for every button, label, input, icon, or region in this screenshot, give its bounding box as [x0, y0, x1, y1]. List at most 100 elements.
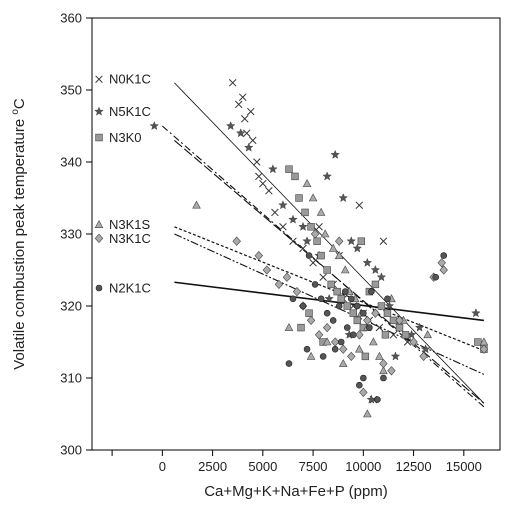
data-point-n5k1c [376, 272, 387, 282]
data-point-n3k1s [302, 178, 312, 187]
data-point-n2k1c [360, 309, 367, 317]
y-tick-label: 350 [60, 83, 82, 98]
data-point-n2k1c [384, 295, 391, 303]
data-point-n5k1c [471, 308, 481, 318]
data-point-n5k1c [338, 193, 348, 203]
data-point-n2k1c [285, 360, 293, 367]
data-point-n3k1s [355, 344, 364, 353]
marker-stroke [379, 237, 388, 245]
marker-stroke [240, 115, 249, 123]
data-point-n3k1c [262, 265, 272, 275]
data-point-n5k1c [324, 293, 334, 303]
data-point-n5k1c [330, 149, 340, 159]
data-point-n3k0 [313, 237, 321, 245]
marker-stroke [95, 75, 103, 83]
data-point-n3k0 [337, 295, 345, 303]
marker-stroke [375, 323, 384, 332]
data-point-n5k1c [236, 128, 246, 138]
y-tick-label: 300 [60, 443, 82, 458]
data-point-n2k1c [305, 252, 313, 259]
legend-marker-n0k1c [95, 75, 103, 83]
data-point-n2k1c [323, 309, 331, 317]
data-point-n2k1c [366, 324, 373, 331]
data-points [149, 79, 489, 418]
data-point-n0k1c [259, 179, 267, 188]
x-tick-label: 15000 [446, 459, 482, 474]
data-point-n3k0 [301, 208, 309, 217]
data-point-n0k1c [234, 100, 243, 109]
marker-stroke [228, 79, 237, 87]
marker-stroke [253, 158, 261, 166]
data-point-n0k1c [255, 172, 263, 181]
data-point-n3k1c [363, 315, 372, 326]
data-point-n3k0 [381, 331, 390, 339]
data-point-n3k1s [423, 330, 432, 339]
marker-stroke [309, 259, 317, 267]
marker-stroke [389, 331, 398, 339]
marker-stroke [255, 172, 263, 181]
data-point-n3k0 [353, 316, 362, 325]
marker-stroke [234, 100, 243, 109]
data-point-n2k1c [440, 252, 448, 259]
data-point-n5k1c [352, 243, 363, 253]
y-tick-label: 340 [60, 155, 82, 170]
data-point-n3k1c [330, 337, 340, 347]
data-point-n3k0 [357, 237, 366, 245]
marker-stroke [265, 187, 273, 195]
data-point-n5k1c [390, 351, 401, 361]
data-point-n3k1c [335, 236, 344, 246]
data-point-n3k0 [474, 338, 482, 346]
y-axis-title-main: Volatile combustion peak temperature [11, 115, 28, 370]
data-point-n2k1c [354, 302, 361, 310]
fit-line-n2k1c [174, 281, 485, 322]
legend-label-n0k1c: N0K1C [109, 72, 151, 87]
data-point-n3k0 [323, 266, 331, 274]
legend-label-n2k1c: N2K1C [109, 281, 151, 296]
data-point-n2k1c [432, 273, 439, 281]
data-point-n3k1s [316, 207, 326, 216]
marker-stroke [299, 244, 307, 253]
data-point-n3k1c [419, 351, 428, 362]
data-point-n3k1c [322, 322, 332, 333]
data-point-n0k1c [265, 187, 273, 195]
data-point-n3k0 [383, 309, 392, 317]
data-point-n5k1c [384, 301, 395, 311]
data-point-n3k0 [307, 223, 315, 231]
data-point-n0k1c [319, 273, 327, 281]
legend-marker-n3k1c [94, 233, 104, 243]
data-point-n3k0 [371, 280, 380, 289]
data-point-n0k1c [240, 115, 249, 123]
data-point-n3k1c [274, 279, 284, 290]
marker-stroke [271, 208, 279, 217]
data-point-n2k1c [311, 281, 319, 288]
data-point-n3k1c [479, 344, 489, 354]
data-point-n5k1c [346, 236, 356, 246]
data-point-n2k1c [331, 345, 339, 353]
data-point-n3k1c [359, 387, 368, 398]
data-point-n0k1c [243, 129, 251, 137]
data-point-n2k1c [317, 295, 325, 303]
data-point-n2k1c [374, 396, 381, 403]
legend-label-n5k1c: N5K1C [109, 104, 151, 119]
data-point-n5k1c [278, 200, 288, 210]
data-point-n5k1c [322, 171, 332, 181]
data-point-n0k1c [389, 331, 398, 339]
marker-stroke [238, 93, 247, 101]
data-point-n5k1c [288, 214, 298, 224]
marker-stroke [247, 107, 255, 116]
data-point-n0k1c [375, 323, 384, 332]
data-point-n3k1c [347, 351, 356, 362]
y-tick-label: 320 [60, 299, 82, 314]
data-point-n3k1c [282, 272, 292, 282]
data-point-n2k1c [337, 338, 345, 346]
data-point-n2k1c [380, 374, 387, 382]
data-point-n2k1c [299, 302, 307, 310]
data-point-n2k1c [319, 353, 327, 360]
data-point-n3k1s [308, 193, 318, 202]
axis-ticks: 0 2500 5000 7500 10000 12500 15000 300 310 320 330… [60, 11, 482, 475]
marker-stroke [249, 136, 257, 145]
data-point-n0k1c [355, 201, 364, 209]
legend-label-n3k1c: N3K1C [109, 231, 151, 246]
data-point-n3k1s [369, 337, 378, 346]
